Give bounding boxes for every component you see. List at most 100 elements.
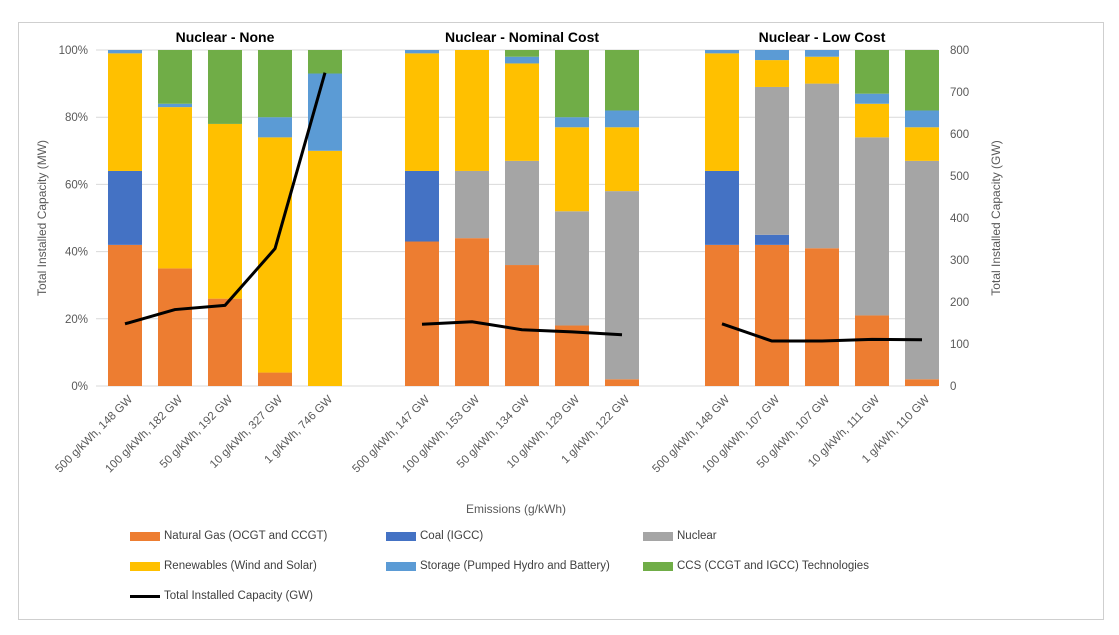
y-right-tick-label: 700 bbox=[950, 87, 969, 99]
bar-segment-storage bbox=[108, 50, 142, 54]
legend-item-storage: Storage (Pumped Hydro and Battery) bbox=[386, 560, 610, 572]
bar-segment-natural bbox=[258, 372, 292, 386]
total-capacity-lines bbox=[124, 72, 923, 343]
bar-segment-renewables bbox=[555, 127, 589, 212]
y-left-tick-label: 80% bbox=[65, 112, 88, 124]
bar-segment-storage bbox=[405, 50, 439, 54]
legend-label: Total Installed Capacity (GW) bbox=[164, 590, 313, 602]
bar-segment-storage bbox=[505, 56, 539, 64]
bar-segment-renewables bbox=[208, 123, 242, 299]
x-axis-label: Emissions (g/kWh) bbox=[466, 502, 566, 516]
bar-segment-natural bbox=[505, 265, 539, 386]
bars-layer bbox=[108, 50, 939, 386]
bar-segment-coal bbox=[108, 170, 142, 245]
bar-segment-natural bbox=[208, 298, 242, 386]
bar-segment-natural bbox=[405, 241, 439, 386]
y-left-tick-label: 0% bbox=[71, 381, 88, 393]
bar-segment-ccs bbox=[905, 50, 939, 111]
bar-segment-storage bbox=[605, 110, 639, 128]
bar-segment-storage bbox=[158, 103, 192, 108]
figure-frame bbox=[18, 22, 1104, 620]
y-right-tick-label: 100 bbox=[950, 339, 969, 351]
bar-segment-storage bbox=[555, 117, 589, 128]
legend-swatch bbox=[643, 561, 673, 571]
bar-segment-natural bbox=[555, 325, 589, 386]
bar-segment-storage bbox=[855, 93, 889, 104]
bar-segment-nuclear bbox=[455, 170, 489, 239]
bar-segment-ccs bbox=[208, 50, 242, 124]
bar-segment-renewables bbox=[855, 103, 889, 138]
y-left-tick-label: 20% bbox=[65, 314, 88, 326]
legend-line-swatch bbox=[130, 594, 160, 598]
panel-title: Nuclear - Nominal Cost bbox=[445, 29, 599, 45]
legend-label: Natural Gas (OCGT and CCGT) bbox=[164, 530, 328, 542]
total-capacity-line bbox=[421, 320, 623, 337]
legend-label: Coal (IGCC) bbox=[420, 530, 484, 542]
bar-segment-storage bbox=[258, 117, 292, 138]
bar-segment-ccs bbox=[855, 50, 889, 94]
bar-segment-natural bbox=[108, 244, 142, 386]
y-left-tick-label: 60% bbox=[65, 179, 88, 191]
bar-segment-coal bbox=[755, 234, 789, 245]
y-right-tick-label: 300 bbox=[950, 255, 969, 267]
total-capacity-line bbox=[721, 322, 923, 343]
y-left-tick-label: 40% bbox=[65, 247, 88, 259]
legend-label: Renewables (Wind and Solar) bbox=[164, 560, 317, 572]
legend-label: Nuclear bbox=[677, 530, 717, 542]
y-axis-left-label: Total Installed Capacity (MW) bbox=[35, 140, 49, 296]
bar-segment-ccs bbox=[308, 50, 342, 74]
y-left-tick-label: 100% bbox=[59, 45, 88, 57]
bar-segment-nuclear bbox=[555, 211, 589, 326]
legend-item-total-capacity: Total Installed Capacity (GW) bbox=[130, 590, 313, 602]
legend-item-renewables: Renewables (Wind and Solar) bbox=[130, 560, 317, 572]
bar-segment-renewables bbox=[705, 53, 739, 171]
bar-segment-nuclear bbox=[905, 160, 939, 380]
bar-segment-ccs bbox=[158, 50, 192, 104]
bar-segment-renewables bbox=[308, 150, 342, 386]
bar-segment-renewables bbox=[755, 60, 789, 87]
total-capacity-line bbox=[124, 72, 327, 326]
y-right-tick-label: 500 bbox=[950, 171, 969, 183]
bar-segment-natural bbox=[455, 238, 489, 386]
legend-item-natural-gas: Natural Gas (OCGT and CCGT) bbox=[130, 530, 327, 542]
bar-segment-storage bbox=[705, 50, 739, 54]
legend-label: CCS (CCGT and IGCC) Technologies bbox=[677, 560, 869, 572]
bar-segment-renewables bbox=[258, 137, 292, 373]
bar-segment-renewables bbox=[158, 107, 192, 269]
bar-segment-nuclear bbox=[805, 83, 839, 249]
legend-swatch bbox=[386, 531, 416, 541]
bar-segment-renewables bbox=[805, 56, 839, 84]
bar-segment-ccs bbox=[258, 50, 292, 118]
y-right-tick-label: 200 bbox=[950, 297, 969, 309]
bar-segment-natural bbox=[605, 379, 639, 386]
panel-title: Nuclear - None bbox=[176, 29, 275, 45]
panel-title: Nuclear - Low Cost bbox=[759, 29, 886, 45]
bar-segment-renewables bbox=[905, 127, 939, 161]
bar-segment-nuclear bbox=[855, 137, 889, 316]
bar-segment-natural bbox=[755, 244, 789, 386]
axes-layer: Total Installed Capacity (MW) Total Inst… bbox=[35, 140, 1003, 516]
panel-titles: Nuclear - None Nuclear - Nominal Cost Nucl… bbox=[176, 29, 886, 45]
bar-segment-natural bbox=[855, 315, 889, 386]
legend-item-nuclear: Nuclear bbox=[643, 530, 717, 542]
bar-segment-natural bbox=[905, 379, 939, 386]
bar-segment-renewables bbox=[605, 127, 639, 192]
legend-item-coal: Coal (IGCC) bbox=[386, 530, 483, 542]
legend-swatch bbox=[130, 561, 160, 571]
bar-segment-natural bbox=[805, 248, 839, 386]
bar-segment-renewables bbox=[455, 50, 489, 171]
bar-segment-renewables bbox=[108, 53, 142, 171]
y-right-tick-label: 0 bbox=[950, 381, 956, 393]
bar-segment-renewables bbox=[405, 53, 439, 171]
y-axis-right-label: Total Installed Capacity (GW) bbox=[989, 140, 1003, 295]
bar-segment-ccs bbox=[505, 50, 539, 57]
bar-segment-storage bbox=[755, 50, 789, 61]
bar-segment-nuclear bbox=[605, 191, 639, 380]
y-right-tick-label: 400 bbox=[950, 213, 969, 225]
legend-swatch bbox=[130, 531, 160, 541]
legend-swatch bbox=[386, 561, 416, 571]
bar-segment-ccs bbox=[555, 50, 589, 118]
bar-segment-natural bbox=[705, 244, 739, 386]
bar-segment-nuclear bbox=[755, 86, 789, 235]
